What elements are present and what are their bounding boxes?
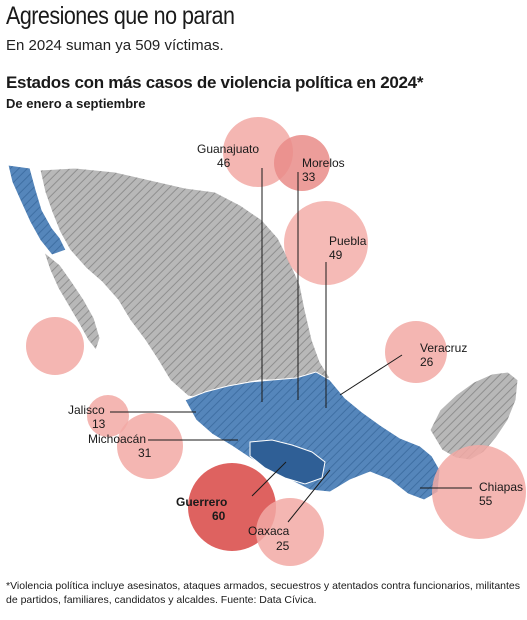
footnote: *Violencia política incluye asesinatos, …: [6, 580, 521, 606]
label-morelos-name: Morelos: [302, 156, 345, 170]
bubble-morelos: [274, 135, 330, 191]
bubble-unlabeled: [26, 317, 84, 375]
chart-title: Estados con más casos de violencia polít…: [6, 73, 424, 92]
label-veracruz-value: 26: [420, 355, 434, 369]
bubble-jalisco: [87, 395, 129, 437]
map-region-baja-california: [7, 164, 67, 256]
headline: Agresiones que no paran: [6, 2, 235, 30]
map-region-north: [39, 167, 331, 399]
label-puebla-value: 49: [329, 248, 343, 262]
label-oaxaca-value: 25: [276, 539, 290, 553]
map-region-baja-sur: [42, 250, 101, 352]
label-chiapas-value: 55: [479, 494, 493, 508]
label-michoacan-value: 31: [138, 446, 152, 460]
label-veracruz-name: Veracruz: [420, 341, 467, 355]
bubble-chiapas: [432, 445, 526, 539]
leader-guerrero: [251, 461, 287, 497]
subheadline: En 2024 suman ya 509 víctimas.: [6, 37, 224, 54]
leader-oaxaca: [287, 469, 331, 523]
label-chiapas-name: Chiapas: [479, 480, 523, 494]
label-guanajuato-value: 46: [217, 156, 231, 170]
label-morelos-value: 33: [302, 170, 316, 184]
map-region-guerrero: [249, 439, 326, 485]
label-oaxaca-name: Oaxaca: [248, 524, 290, 538]
label-michoacan-name: Michoacán: [88, 432, 146, 446]
label-guerrero-name: Guerrero: [176, 495, 227, 509]
label-guanajuato-name: Guanajuato: [197, 142, 259, 156]
bubble-guerrero: [188, 463, 276, 551]
bubble-michoacan: [117, 413, 183, 479]
label-puebla-name: Puebla: [329, 234, 367, 248]
label-jalisco-value: 13: [92, 417, 106, 431]
label-jalisco-name: Jalisco: [68, 403, 105, 417]
chart-subtitle: De enero a septiembre: [6, 96, 146, 111]
bubble-puebla: [284, 201, 368, 285]
bubble-oaxaca: [256, 498, 324, 566]
leader-veracruz: [339, 354, 403, 396]
label-guerrero-value: 60: [212, 509, 226, 523]
bubble-veracruz: [385, 321, 447, 383]
